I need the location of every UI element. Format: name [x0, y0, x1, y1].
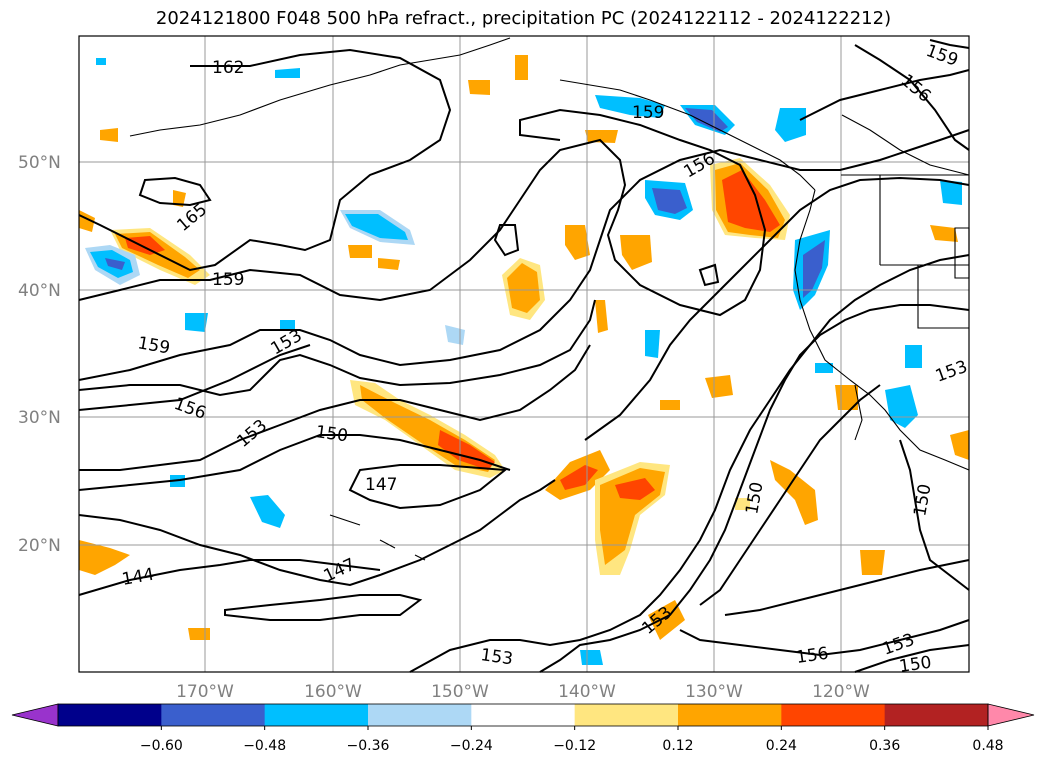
latitude-labels: 50°N 40°N 30°N 20°N: [18, 153, 61, 556]
map-background: [79, 36, 969, 672]
colorbar-segment: [58, 704, 162, 726]
contour-label: 147: [365, 475, 397, 495]
colorbar-segment: [781, 704, 886, 726]
colorbar-segment: [471, 704, 576, 726]
precip-shading: [79, 55, 969, 665]
colorbar-ticks: −0.60 −0.48 −0.36 −0.24 −0.12 0.12 0.24 0.36 0.4…: [140, 726, 1004, 754]
colorbar-tick-label: 0.12: [662, 738, 693, 754]
lon-label: 160°W: [304, 682, 362, 702]
contour-label: 150: [898, 653, 933, 677]
map-title: 2024121800 F048 500 hPa refract., precip…: [155, 8, 892, 29]
longitude-labels: 170°W 160°W 150°W 140°W 130°W 120°W: [176, 682, 870, 702]
lon-label: 130°W: [685, 682, 743, 702]
colorbar-tick-label: −0.48: [243, 738, 286, 754]
lon-label: 170°W: [176, 682, 234, 702]
contour-labels: 162 159 156 159 165 159 159 153 156 153 …: [120, 41, 970, 677]
contour-lines: [78, 39, 970, 673]
colorbar-tick-label: −0.60: [140, 738, 183, 754]
contour-label: 156: [795, 644, 830, 668]
colorbar-segment: [264, 704, 369, 726]
colorbar-tick-label: 0.24: [766, 738, 797, 754]
colorbar-segment: [574, 704, 679, 726]
colorbar-segment: [368, 704, 472, 726]
colorbar-segment: [678, 704, 782, 726]
colorbar: [11, 703, 1035, 727]
colorbar-segment: [161, 704, 266, 726]
colorbar-extend-max: [987, 703, 1035, 727]
colorbar-tick-label: −0.36: [347, 738, 390, 754]
contour-label: 150: [314, 422, 349, 446]
map-frame: [78, 35, 970, 673]
lon-label: 120°W: [812, 682, 870, 702]
lon-label: 140°W: [558, 682, 616, 702]
colorbar-frame: [57, 703, 989, 727]
lat-label: 30°N: [18, 408, 61, 428]
lat-label: 50°N: [18, 153, 61, 173]
contour-label: 159: [632, 103, 664, 123]
contour-label: 162: [212, 58, 244, 78]
colorbar-tick-label: −0.24: [450, 738, 493, 754]
colorbar-tick-label: −0.12: [553, 738, 596, 754]
contour-label: 153: [479, 645, 514, 669]
colorbar-tick-label: 0.36: [869, 738, 900, 754]
lat-label: 20°N: [18, 536, 61, 556]
colorbar-segment: [884, 704, 989, 726]
lon-label: 150°W: [431, 682, 489, 702]
contour-label: 159: [212, 270, 244, 290]
lat-label: 40°N: [18, 281, 61, 301]
colorbar-tick-label: 0.48: [972, 738, 1003, 754]
colorbar-extend-min: [11, 703, 59, 727]
